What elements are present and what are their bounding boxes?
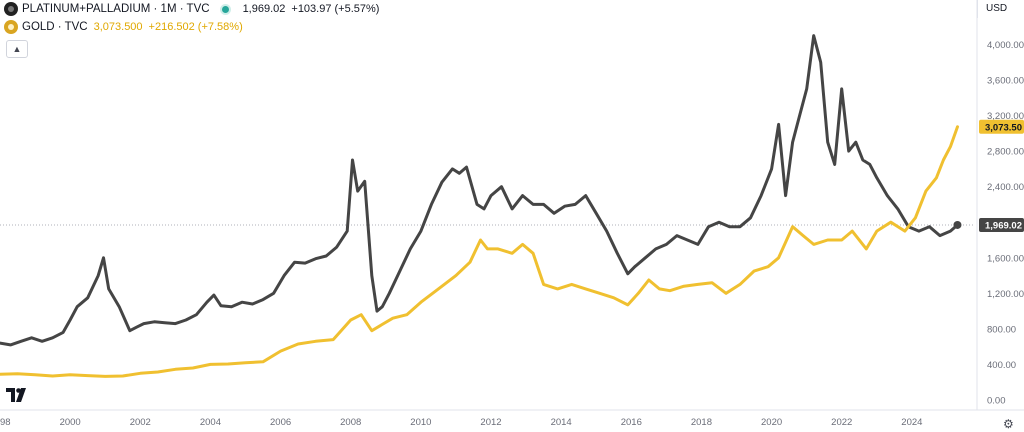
y-tick-label: 2,800.00 — [987, 147, 1024, 158]
x-tick-label: 1998 — [0, 417, 11, 428]
y-tick-label: 1,600.00 — [987, 253, 1024, 264]
gear-icon[interactable]: ⚙ — [1003, 417, 1014, 431]
collapse-legend-button[interactable]: ▲ — [6, 40, 28, 58]
x-tick-label: 2018 — [691, 417, 712, 428]
chevron-up-icon: ▲ — [12, 44, 22, 54]
series-change: +216.502 (+7.58%) — [148, 21, 243, 33]
series-value: 1,969.02 — [242, 3, 286, 15]
market-status-icon — [221, 5, 229, 13]
x-tick-label: 2020 — [761, 417, 782, 428]
last-value-marker — [953, 220, 962, 229]
y-tick-label: 0.00 — [987, 396, 1006, 407]
series-line-gold — [0, 125, 959, 378]
x-tick-label: 2024 — [901, 417, 922, 428]
legend-series-platinum-palladium[interactable]: PLATINUM+PALLADIUM · 1M · TVC 1,969.02 +… — [4, 0, 379, 18]
y-tick-label: 800.00 — [987, 324, 1016, 335]
last-value-badge — [979, 119, 1024, 134]
x-tick-label: 2002 — [130, 417, 151, 428]
currency-label[interactable]: USD — [977, 0, 1023, 18]
series-change: +103.97 (+5.57%) — [291, 3, 380, 15]
x-tick-label: 2010 — [410, 417, 431, 428]
tradingview-logo[interactable] — [6, 388, 30, 407]
y-tick-label: 3,600.00 — [987, 76, 1024, 87]
last-value-label: 3,073.50 — [985, 122, 1022, 133]
legend-series-gold[interactable]: GOLD · TVC 3,073.500 +216.502 (+7.58%) — [4, 18, 243, 36]
series-value: 3,073.500 — [93, 21, 143, 33]
x-tick-label: 2008 — [340, 417, 361, 428]
y-tick-label: 2,400.00 — [987, 182, 1024, 193]
x-tick-label: 2016 — [621, 417, 642, 428]
y-tick-label: 4,000.00 — [987, 40, 1024, 51]
last-value-badge — [979, 217, 1024, 232]
x-tick-label: 2006 — [270, 417, 291, 428]
x-tick-label: 2000 — [60, 417, 81, 428]
series-name: PLATINUM+PALLADIUM · 1M · TVC — [22, 3, 210, 15]
gold-bar-icon — [4, 20, 18, 34]
y-tick-label: 1,200.00 — [987, 289, 1024, 300]
x-tick-label: 2022 — [831, 417, 852, 428]
x-tick-label: 2004 — [200, 417, 221, 428]
x-tick-label: 2014 — [551, 417, 572, 428]
y-tick-label: 3,200.00 — [987, 111, 1024, 122]
y-tick-label: 400.00 — [987, 360, 1016, 371]
series-name: GOLD · TVC — [22, 21, 88, 33]
x-tick-label: 2012 — [480, 417, 501, 428]
dark-circle-icon — [4, 2, 18, 16]
series-line-platinum-palladium — [0, 34, 959, 347]
last-value-label: 1,969.02 — [985, 220, 1022, 231]
